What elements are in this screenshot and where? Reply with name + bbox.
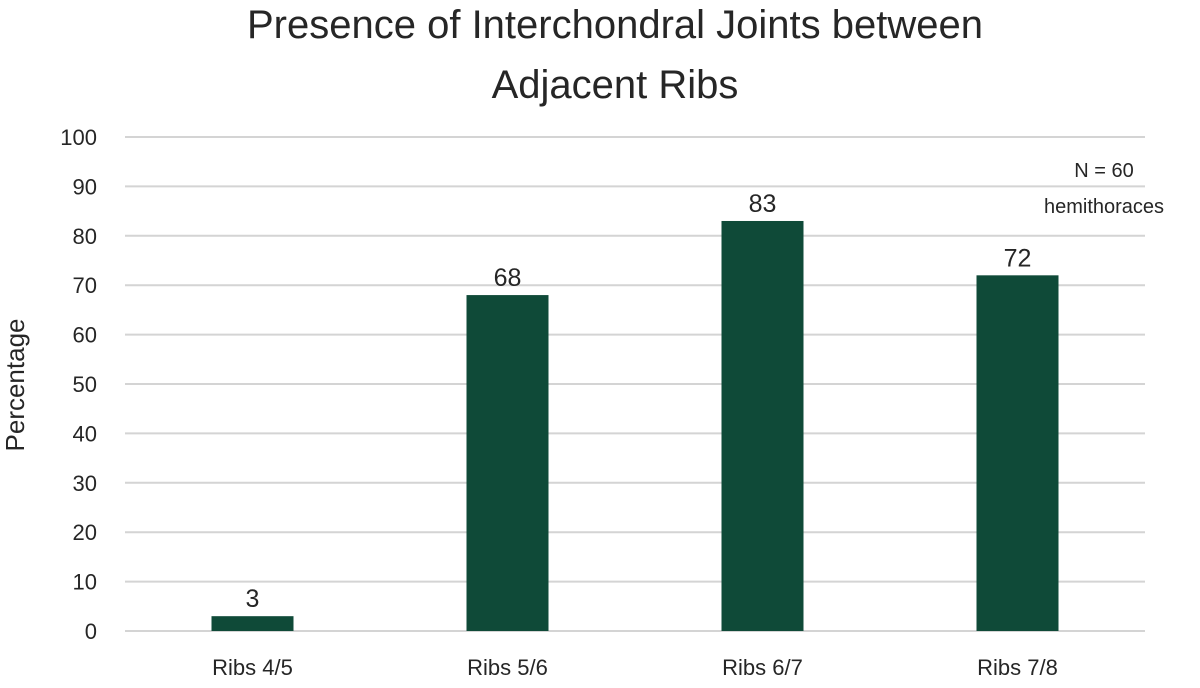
x-category-label: Ribs 5/6 bbox=[467, 655, 548, 680]
y-axis-tick-labels: 0 10 20 30 40 50 60 70 80 90 100 bbox=[60, 125, 97, 644]
bar-2 bbox=[466, 295, 549, 631]
y-tick-label: 10 bbox=[73, 570, 97, 595]
y-tick-label: 0 bbox=[85, 619, 97, 644]
bar-4 bbox=[976, 275, 1059, 631]
bars bbox=[211, 220, 1059, 632]
x-category-label: Ribs 4/5 bbox=[212, 655, 293, 680]
bar-1 bbox=[211, 616, 294, 631]
chart-title-line-2: Adjacent Ribs bbox=[492, 63, 739, 107]
chart-title-line-1: Presence of Interchondral Joints between bbox=[247, 3, 983, 47]
y-tick-label: 30 bbox=[73, 471, 97, 496]
x-category-label: Ribs 7/8 bbox=[977, 655, 1058, 680]
x-axis-category-labels: Ribs 4/5 Ribs 5/6 Ribs 6/7 Ribs 7/8 bbox=[212, 655, 1058, 680]
data-labels: 3 68 83 72 bbox=[246, 190, 1032, 613]
y-tick-label: 50 bbox=[73, 372, 97, 397]
y-tick-label: 70 bbox=[73, 273, 97, 298]
y-tick-label: 80 bbox=[73, 224, 97, 249]
data-label: 68 bbox=[494, 264, 522, 292]
bar-3 bbox=[721, 220, 804, 632]
y-axis-label: Percentage bbox=[0, 319, 30, 452]
y-tick-label: 60 bbox=[73, 323, 97, 348]
data-label: 72 bbox=[1004, 244, 1032, 272]
y-tick-label: 100 bbox=[60, 125, 97, 150]
sample-size-annotation-line-2: hemithoraces bbox=[1044, 196, 1164, 218]
gridlines bbox=[125, 136, 1145, 632]
x-category-label: Ribs 6/7 bbox=[722, 655, 803, 680]
sample-size-annotation-line-1: N = 60 bbox=[1074, 160, 1133, 182]
y-tick-label: 20 bbox=[73, 520, 97, 545]
y-tick-label: 40 bbox=[73, 421, 97, 446]
data-label: 83 bbox=[749, 190, 777, 218]
data-label: 3 bbox=[246, 585, 260, 613]
y-tick-label: 90 bbox=[73, 174, 97, 199]
